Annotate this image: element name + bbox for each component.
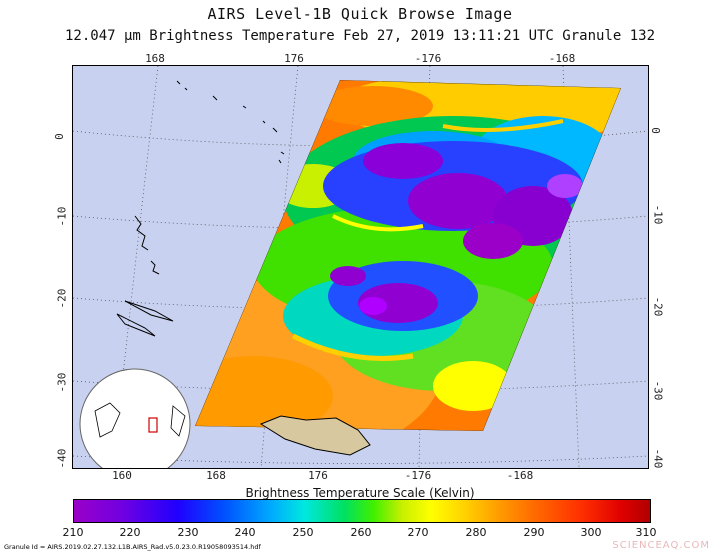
- colorbar-title: Brightness Temperature Scale (Kelvin): [245, 486, 475, 500]
- colorbar-label: 280: [465, 526, 487, 539]
- brightness-swath: [195, 80, 621, 431]
- right-lat-label: -40: [651, 448, 665, 469]
- granule-id: Granule Id = AIRS.2019.02.27.132.L1B.AIR…: [4, 543, 261, 551]
- colorbar-label: 290: [523, 526, 545, 539]
- colorbar-label: 300: [580, 526, 602, 539]
- bottom-lon-label: 160: [112, 469, 132, 482]
- right-lat-label: 0: [648, 127, 662, 134]
- top-lon-label: -176: [414, 52, 442, 65]
- left-lat-label: 0: [52, 133, 66, 140]
- left-lat-label: -40: [55, 448, 69, 469]
- left-lat-label: -30: [55, 372, 69, 393]
- page-subtitle: 12.047 μm Brightness Temperature Feb 27,…: [64, 28, 655, 44]
- colorbar-label: 270: [407, 526, 429, 539]
- colorbar-label: 210: [62, 526, 84, 539]
- colorbar-label: 220: [119, 526, 141, 539]
- top-lon-label: -168: [548, 52, 576, 65]
- colorbar-label: 240: [234, 526, 256, 539]
- coastlines: [116, 80, 285, 337]
- top-lon-label: 168: [145, 52, 165, 65]
- right-lat-label: -10: [651, 204, 665, 225]
- bottom-lon-label: 168: [206, 469, 226, 482]
- brightness-temperature-map: [72, 65, 649, 469]
- colorbar-label: 310: [635, 526, 657, 539]
- watermark: SCIENCEAQ.COM: [612, 540, 710, 551]
- colorbar: [73, 499, 651, 523]
- landmass: [259, 415, 371, 456]
- colorbar-label: 250: [292, 526, 314, 539]
- right-lat-label: -20: [651, 296, 665, 317]
- bottom-lon-label: 176: [308, 469, 328, 482]
- right-lat-label: -30: [651, 380, 665, 401]
- bottom-lon-label: -168: [506, 469, 534, 482]
- colorbar-label: 260: [350, 526, 372, 539]
- map-svg: [73, 66, 648, 468]
- page-title: AIRS Level-1B Quick Browse Image: [207, 5, 513, 23]
- inset-globe: [79, 368, 191, 468]
- colorbar-label: 230: [177, 526, 199, 539]
- left-lat-label: -10: [55, 206, 69, 227]
- top-lon-label: 176: [284, 52, 304, 65]
- left-lat-label: -20: [55, 288, 69, 309]
- bottom-lon-label: -176: [404, 469, 432, 482]
